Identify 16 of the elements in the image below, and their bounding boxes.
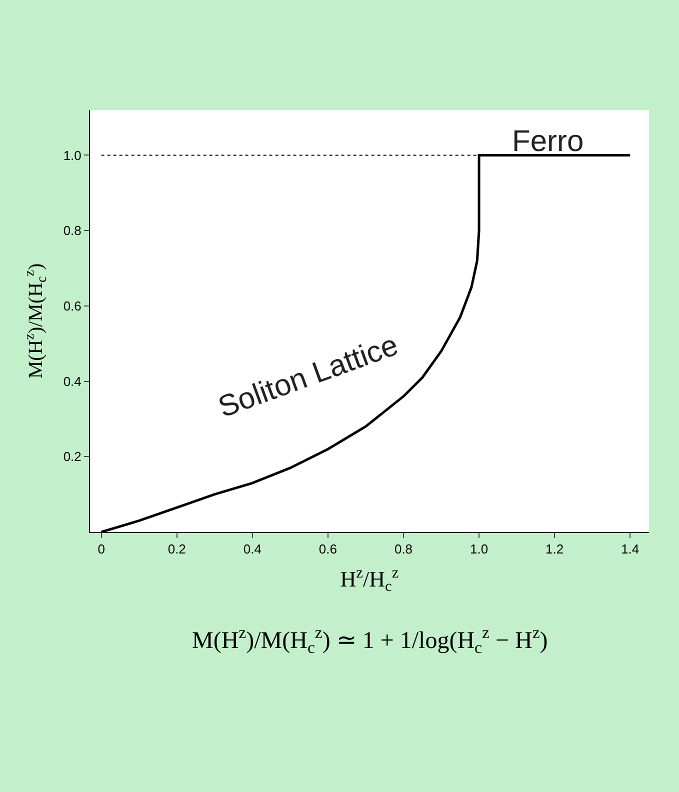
y-tick-label: 0.4 xyxy=(63,374,82,389)
x-tick-label: 0.2 xyxy=(168,542,186,557)
annotation: Soliton Lattice xyxy=(214,328,402,424)
x-tick-label: 0.6 xyxy=(318,542,337,557)
x-tick-label: 0.4 xyxy=(243,542,262,557)
x-tick-label: 1.0 xyxy=(470,542,488,557)
annotation: Ferro xyxy=(512,125,584,158)
y-tick-label: 1.0 xyxy=(63,148,82,163)
x-tick-label: 0.8 xyxy=(394,542,413,557)
x-tick-label: 1.4 xyxy=(621,542,640,557)
y-tick-label: 0.8 xyxy=(63,223,82,238)
x-tick-label: 1.2 xyxy=(546,542,564,557)
text: M(H$^{z}$)/M(H$_{c}$$^{z}$) ≃ 1 + 1/log(H$_{c}$$^{z}$ − H$^{z}$) xyxy=(192,623,548,658)
x-tick-label: 0 xyxy=(98,542,105,557)
y-tick-label: 0.6 xyxy=(63,298,82,314)
y-tick-label: 0.2 xyxy=(63,449,82,464)
